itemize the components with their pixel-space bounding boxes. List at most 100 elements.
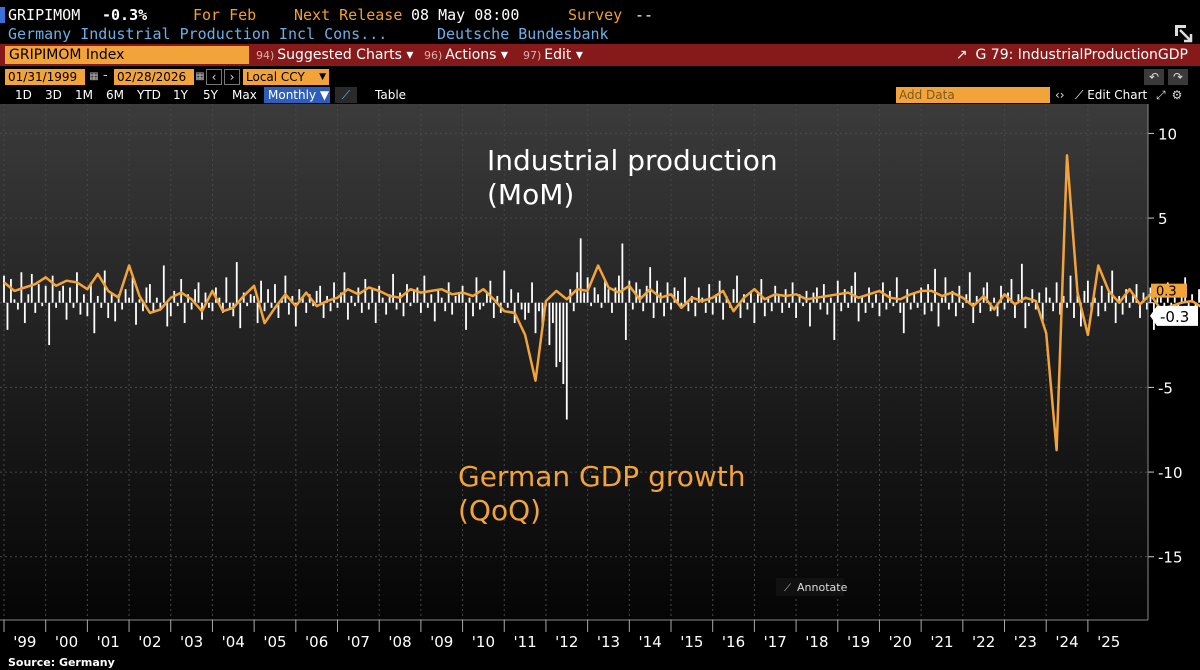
ip-bar [1135,284,1138,303]
ip-bar [770,302,773,312]
ip-bar [62,285,64,303]
ticker-change: -0.3% [102,6,148,24]
ip-bar [225,277,228,303]
ip-bar [437,289,440,303]
ip-bar [829,297,832,303]
ip-bar [235,262,238,303]
annotate-button[interactable]: ⟋ Annotate [776,578,848,596]
undo-icon[interactable]: ↶ [1144,69,1164,85]
x-tick-label: '21 [930,633,953,651]
ip-bar [510,289,513,303]
ip-bar [1045,287,1048,303]
ip-bar [381,297,384,303]
ip-bar [628,280,631,303]
ip-bar [367,302,370,310]
period-5y[interactable]: 5Y [203,88,218,102]
ip-bar [1132,294,1134,303]
ip-bar [1086,280,1089,303]
more-options-icon[interactable]: ‹› [1055,88,1065,102]
security-field[interactable]: GRIPIMOM Index [5,46,249,64]
redo-icon[interactable]: ↷ [1168,69,1188,85]
x-tick-label: '00 [55,633,78,651]
suggested-charts-menu[interactable]: 94) Suggested Charts ▾ [256,46,413,64]
line-chart-icon[interactable]: ⟋ [335,87,357,103]
settings-icon[interactable]: ⤢⚙ [1156,88,1189,102]
period-1y[interactable]: 1Y [173,88,188,102]
ip-bar [663,302,665,317]
y-tick-label: 10 [1158,125,1177,143]
ip-bar [593,287,596,303]
period-max[interactable]: Max [232,88,257,102]
chevron-down-icon: ▼ [319,72,326,82]
currency-select[interactable]: Local CCY ▼ [243,69,329,85]
ip-bar [249,294,252,303]
ip-bar [34,302,37,313]
period-6m[interactable]: 6M [106,88,124,102]
add-data-input[interactable]: Add Data [896,87,1050,103]
ip-bar [617,275,620,303]
survey-value: -- [635,6,654,24]
ip-bar [194,289,196,303]
chevron-left-icon[interactable]: ‹ [206,69,222,85]
ip-bar [624,302,627,340]
ip-bar [76,272,78,303]
y-tick-label: -15 [1158,549,1183,567]
ip-bar [360,302,363,313]
ip-bar [128,297,130,303]
ip-bar [218,297,221,303]
security-long-name[interactable]: Germany Industrial Production Incl Cons.… [8,25,388,43]
chart-title-link[interactable]: ↗ G 79: IndustrialProductionGDP [956,46,1188,64]
ip-bar [965,294,968,303]
ip-bar [913,292,916,303]
start-date-input[interactable]: 01/31/1999 [5,69,85,85]
calendar-icon[interactable]: ▦ [89,71,99,82]
ip-bar [347,302,349,320]
end-date-input[interactable]: 02/28/2026 [114,69,194,85]
ip-bar [51,275,54,303]
ip-bar [506,302,509,308]
ip-bar [149,284,151,303]
period-ytd[interactable]: YTD [137,88,161,102]
menu-number: 97) [523,49,542,62]
ip-bar [854,272,857,303]
table-button[interactable]: Table [375,88,407,102]
ip-bar [927,284,929,303]
ip-bar [329,302,332,312]
ip-bar [1173,295,1176,303]
calendar-icon[interactable]: ▦ [195,71,205,82]
resize-icon[interactable] [1172,22,1194,44]
ip-bar [670,302,672,310]
chevron-right-icon[interactable]: › [224,69,240,85]
ip-bar [89,282,92,303]
ip-bar [579,238,582,303]
ip-bar [110,292,113,303]
ip-bar [944,277,947,303]
ip-bar [951,290,954,303]
source-link[interactable]: Deutsche Bundesbank [437,25,609,43]
ip-bar [58,290,61,303]
ip-bar [482,302,485,307]
menu-label: Actions ▾ [445,47,508,63]
x-tick-label: '06 [305,633,328,651]
edit-chart-button[interactable]: ⟋ Edit Chart [1075,88,1148,102]
ip-bar [169,302,172,317]
ticker-symbol[interactable]: GRIPIMOM [8,6,81,24]
ip-bar [155,297,158,303]
ip-bar [916,302,919,308]
actions-menu[interactable]: 96) Actions ▾ [424,46,508,64]
edit-menu[interactable]: 97) Edit ▾ [523,46,583,64]
ip-bar [732,289,735,303]
ip-bar [736,275,738,303]
ip-bar [48,302,51,346]
ip-bar [541,302,544,327]
x-tick-label: '22 [972,633,995,651]
ip-bar [1055,282,1058,303]
ip-bar [142,302,144,312]
ip-bar [402,302,405,317]
period-1m[interactable]: 1M [75,88,93,102]
frequency-select[interactable]: Monthly ▼ [264,87,330,103]
ip-bar [232,302,235,317]
period-3d[interactable]: 3D [45,88,62,102]
period-1d[interactable]: 1D [15,88,32,102]
ip-bar [176,302,179,307]
